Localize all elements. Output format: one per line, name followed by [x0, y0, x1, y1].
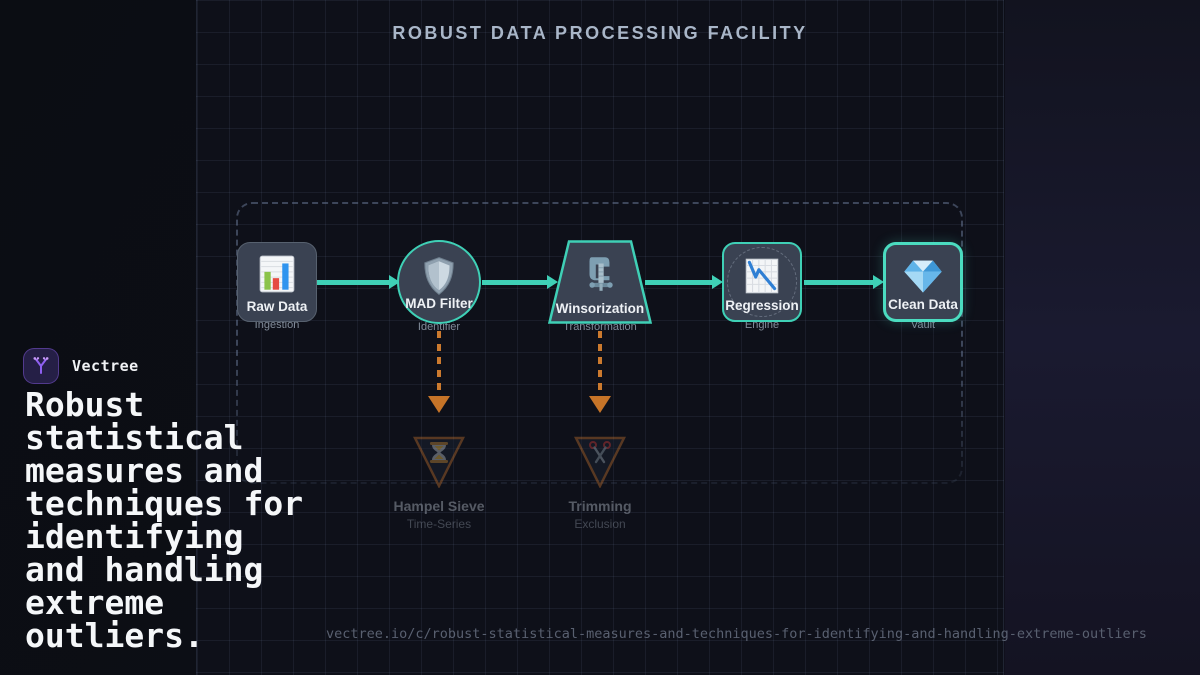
scissors-icon: [589, 441, 611, 464]
vectree-branch-icon: [33, 357, 49, 374]
chart-decreasing-icon: [745, 258, 779, 294]
pipeline-boundary-box: [236, 202, 963, 484]
footer-url: vectree.io/c/robust-statistical-measures…: [326, 626, 1147, 642]
right-gradient-panel: [1005, 0, 1200, 675]
node-mad-filter: MAD Filter Identifier: [397, 240, 481, 333]
mad-filter-shape: MAD Filter: [397, 240, 481, 324]
alt-node-sublabel: Time-Series: [406, 517, 472, 531]
arrow-madfilter-to-hampelsieve: [428, 331, 450, 415]
gem-icon: [904, 260, 942, 293]
clamp-icon: [589, 257, 613, 291]
node-trimming: Trimming Exclusion: [530, 436, 670, 531]
alt-node-label: Hampel Sieve: [393, 498, 485, 514]
arrowhead-icon: [428, 396, 450, 413]
arrowhead-icon: [873, 275, 884, 289]
arrow-madfilter-to-winsorization: [482, 275, 558, 289]
winsorization-shape: Winsorization: [548, 240, 652, 324]
node-sublabel: Transformation: [563, 321, 637, 333]
node-winsorization: Winsorization Transformation: [548, 240, 652, 333]
node-label: Winsorization: [555, 301, 645, 316]
bar-chart-icon: [259, 255, 295, 293]
diagram-title: ROBUST DATA PROCESSING FACILITY: [392, 23, 808, 43]
node-raw-data: Raw Data Ingestion: [237, 242, 317, 331]
alt-node-sublabel: Exclusion: [574, 517, 626, 531]
node-sublabel: Vault: [910, 319, 936, 331]
node-sublabel: Identifier: [417, 321, 461, 333]
node-sublabel: Ingestion: [254, 319, 300, 331]
node-label: MAD Filter: [405, 296, 473, 311]
brand-block: Vectree: [23, 348, 139, 384]
arrowhead-icon: [389, 275, 400, 289]
node-hampel-sieve: Hampel Sieve Time-Series: [369, 436, 509, 531]
headline-text: Robust statistical measures and techniqu…: [25, 385, 304, 655]
shield-icon: [424, 257, 454, 296]
regression-shape: Regression: [722, 242, 802, 322]
dashed-circle-decoration: [727, 247, 797, 317]
node-label: Clean Data: [888, 297, 958, 312]
node-sublabel: Engine: [744, 319, 780, 331]
node-clean-data: Clean Data Vault: [883, 242, 963, 331]
arrow-rawdata-to-madfilter: [317, 275, 400, 289]
node-label: Regression: [725, 298, 799, 313]
brand-name: Vectree: [72, 357, 139, 375]
inverted-triangle-shape: [573, 436, 627, 489]
inverted-triangle-shape: [412, 436, 466, 489]
arrowhead-icon: [547, 275, 558, 289]
arrow-regression-to-cleandata: [804, 275, 884, 289]
node-regression: Regression Engine: [722, 242, 802, 331]
arrow-winsorization-to-trimming: [589, 331, 611, 415]
clean-data-shape: Clean Data: [883, 242, 963, 322]
arrowhead-icon: [589, 396, 611, 413]
alt-node-label: Trimming: [568, 498, 632, 514]
raw-data-shape: Raw Data: [237, 242, 317, 322]
hourglass-icon: [430, 442, 448, 463]
vectree-logo: [23, 348, 59, 384]
arrowhead-icon: [712, 275, 723, 289]
arrow-winsorization-to-regression: [645, 275, 723, 289]
node-label: Raw Data: [246, 299, 308, 314]
